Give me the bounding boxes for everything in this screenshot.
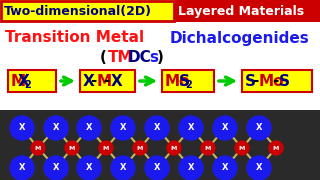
Text: X: X [120, 123, 126, 132]
FancyBboxPatch shape [242, 70, 312, 92]
Text: -: - [272, 73, 279, 89]
Text: Transition Metal: Transition Metal [5, 30, 149, 46]
Text: M: M [69, 145, 75, 150]
Text: Mo: Mo [259, 73, 284, 89]
Text: TM: TM [108, 51, 134, 66]
Circle shape [167, 141, 181, 155]
Text: X: X [110, 73, 122, 89]
Text: s: s [149, 51, 158, 66]
Text: Dichalcogenides: Dichalcogenides [170, 30, 310, 46]
Circle shape [10, 116, 34, 140]
Circle shape [179, 116, 203, 140]
Text: X: X [19, 123, 25, 132]
Bar [175, 0, 320, 22]
Text: (: ( [100, 51, 107, 66]
Bar [0, 0, 175, 22]
Circle shape [133, 141, 147, 155]
Text: X: X [86, 123, 92, 132]
Circle shape [235, 141, 249, 155]
Circle shape [44, 116, 68, 140]
Text: M: M [273, 145, 279, 150]
Text: -: - [90, 73, 96, 89]
Text: X: X [222, 123, 228, 132]
Text: X: X [256, 123, 262, 132]
Text: X: X [86, 163, 92, 172]
Text: -: - [252, 73, 258, 89]
Text: M: M [11, 73, 26, 89]
Text: M: M [239, 145, 245, 150]
FancyBboxPatch shape [162, 70, 214, 92]
Text: 2: 2 [25, 80, 31, 90]
Text: X: X [19, 163, 25, 172]
Text: X: X [188, 123, 194, 132]
Circle shape [111, 156, 135, 180]
Circle shape [269, 141, 283, 155]
Text: M: M [103, 145, 109, 150]
Text: X: X [154, 123, 160, 132]
Circle shape [201, 141, 215, 155]
Circle shape [77, 116, 101, 140]
Circle shape [44, 156, 68, 180]
Text: M: M [205, 145, 211, 150]
Circle shape [247, 156, 271, 180]
Bar [0, 110, 320, 180]
Circle shape [213, 116, 237, 140]
Text: S: S [245, 73, 256, 89]
Text: X: X [256, 163, 262, 172]
FancyBboxPatch shape [8, 70, 56, 92]
Text: M: M [137, 145, 143, 150]
Circle shape [77, 156, 101, 180]
Text: X: X [120, 163, 126, 172]
Text: S: S [279, 73, 290, 89]
FancyBboxPatch shape [80, 70, 135, 92]
Text: M: M [171, 145, 177, 150]
Circle shape [145, 116, 169, 140]
Text: DC: DC [128, 51, 152, 66]
Text: M: M [35, 145, 41, 150]
Circle shape [111, 116, 135, 140]
Text: Mo: Mo [165, 73, 190, 89]
Text: Two-dimensional(2D): Two-dimensional(2D) [4, 4, 152, 17]
Text: X: X [188, 163, 194, 172]
Circle shape [179, 156, 203, 180]
Text: S: S [179, 73, 190, 89]
Text: -: - [103, 73, 110, 89]
Circle shape [65, 141, 79, 155]
Circle shape [10, 156, 34, 180]
Text: X: X [83, 73, 95, 89]
Text: X: X [222, 163, 228, 172]
Text: 2: 2 [186, 80, 192, 90]
Text: M: M [97, 73, 112, 89]
Text: X: X [154, 163, 160, 172]
Text: ): ) [157, 51, 164, 66]
Circle shape [213, 156, 237, 180]
Text: X: X [53, 123, 59, 132]
Circle shape [31, 141, 45, 155]
Circle shape [99, 141, 113, 155]
FancyBboxPatch shape [1, 1, 174, 21]
Circle shape [145, 156, 169, 180]
Circle shape [247, 116, 271, 140]
Text: X: X [53, 163, 59, 172]
Text: X: X [18, 73, 29, 89]
Text: Layered Materials: Layered Materials [178, 4, 304, 17]
